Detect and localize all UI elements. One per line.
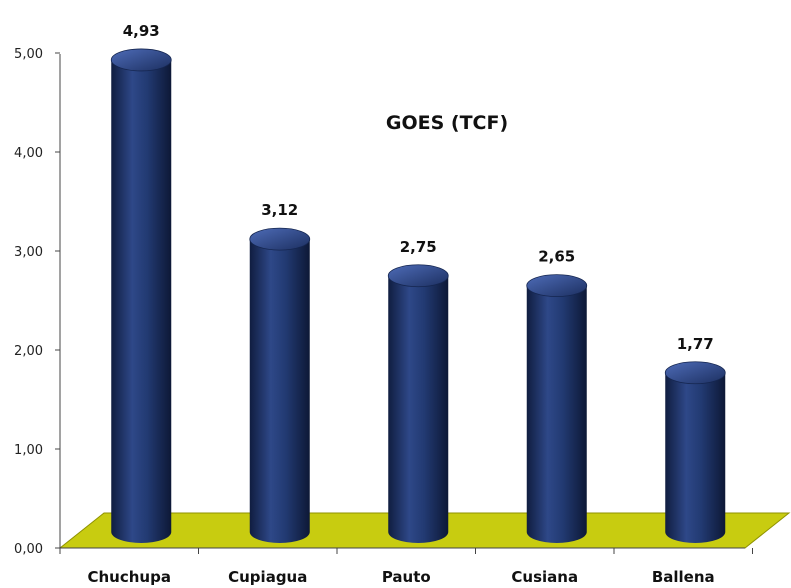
y-tick-label: 2,00	[14, 344, 43, 359]
data-label: 2,75	[400, 238, 437, 256]
bar-body	[388, 275, 449, 543]
y-tick-label: 3,00	[14, 245, 43, 260]
bar	[387, 264, 449, 543]
bar-cap	[387, 264, 449, 288]
data-label: 4,93	[123, 22, 160, 40]
bar	[526, 274, 588, 543]
x-tick-label: Cusiana	[511, 568, 578, 586]
data-labels: 4,93 3,12 2,75 2,65 1,77	[123, 22, 714, 353]
y-tick-label: 0,00	[14, 542, 43, 557]
bar	[110, 48, 172, 544]
data-label: 2,65	[538, 248, 575, 266]
y-tick-label: 5,00	[14, 47, 43, 62]
data-label: 3,12	[261, 201, 298, 219]
bar-body	[665, 372, 726, 543]
x-tick-label: Ballena	[652, 568, 715, 586]
y-axis-ticks: 0,00 1,00 2,00 3,00 4,00 5,00	[14, 47, 60, 557]
bar	[249, 227, 311, 543]
bar	[664, 361, 726, 543]
x-tick-label: Chuchupa	[88, 568, 171, 586]
bar-cap	[110, 48, 172, 72]
x-tick-label: Cupiagua	[228, 568, 307, 586]
bar-cap	[526, 274, 588, 298]
data-label: 1,77	[677, 335, 714, 353]
bar-cap	[249, 227, 311, 251]
bar-cap	[664, 361, 726, 385]
bar-body	[249, 239, 310, 543]
y-tick-label: 4,00	[14, 146, 43, 161]
y-tick-label: 1,00	[14, 443, 43, 458]
bar-body	[526, 285, 587, 543]
x-axis-ticks: Chuchupa Cupiagua Pauto Cusiana Ballena	[59, 548, 753, 586]
x-tick-label: Pauto	[382, 568, 431, 586]
bar-series	[110, 48, 726, 544]
bar-body	[111, 59, 172, 544]
chart-title: GOES (TCF)	[386, 112, 508, 134]
